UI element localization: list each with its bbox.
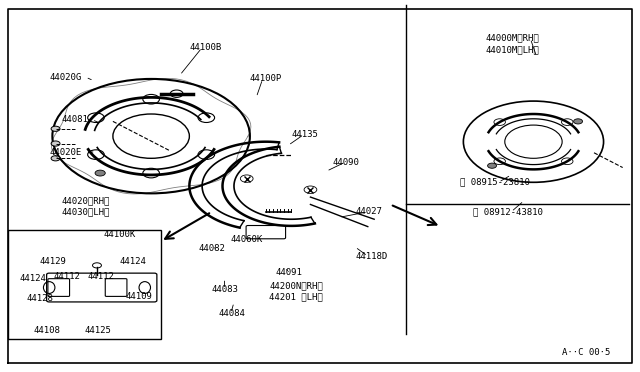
Circle shape xyxy=(51,126,60,131)
Text: 44124: 44124 xyxy=(119,257,146,266)
Text: 44118D: 44118D xyxy=(355,251,387,261)
Text: Ⓝ 08912-43810: Ⓝ 08912-43810 xyxy=(473,207,543,217)
Text: 44020G: 44020G xyxy=(49,73,81,81)
Text: 44129: 44129 xyxy=(40,257,67,266)
Text: Ⓟ 08915-23810: Ⓟ 08915-23810 xyxy=(460,178,530,187)
Circle shape xyxy=(51,141,60,146)
Text: 44081: 44081 xyxy=(62,115,89,124)
Text: A··C 00·5: A··C 00·5 xyxy=(562,349,611,357)
Text: 44000M〈RH〉: 44000M〈RH〉 xyxy=(486,34,540,43)
Text: 44027: 44027 xyxy=(355,207,382,217)
Text: 44112: 44112 xyxy=(54,272,81,281)
Circle shape xyxy=(51,156,60,161)
Circle shape xyxy=(573,119,582,124)
Text: 44108: 44108 xyxy=(33,326,60,335)
Circle shape xyxy=(95,170,105,176)
Text: 44010M〈LH〉: 44010M〈LH〉 xyxy=(486,45,540,54)
Text: 44135: 44135 xyxy=(291,130,318,139)
Text: 44200N〈RH〉: 44200N〈RH〉 xyxy=(269,281,323,290)
Text: 44124: 44124 xyxy=(19,274,46,283)
Text: 44128: 44128 xyxy=(27,294,54,303)
Text: 44125: 44125 xyxy=(84,326,111,335)
Text: 44100B: 44100B xyxy=(189,43,221,52)
Text: 44020E: 44020E xyxy=(49,148,81,157)
Circle shape xyxy=(488,163,497,168)
Text: 44020〈RH〉: 44020〈RH〉 xyxy=(62,196,110,205)
Text: 44030〈LH〉: 44030〈LH〉 xyxy=(62,207,110,217)
Text: 44083: 44083 xyxy=(212,285,239,294)
Text: 44060K: 44060K xyxy=(231,235,263,244)
Text: 44084: 44084 xyxy=(218,309,245,318)
Text: 44100K: 44100K xyxy=(103,230,136,239)
Text: 44112: 44112 xyxy=(88,272,115,281)
Text: 44100P: 44100P xyxy=(250,74,282,83)
Text: 44090: 44090 xyxy=(333,157,360,167)
Text: 44109: 44109 xyxy=(125,292,152,301)
Text: 44091: 44091 xyxy=(275,268,302,277)
Text: 44201 〈LH〉: 44201 〈LH〉 xyxy=(269,292,323,301)
Text: 44082: 44082 xyxy=(199,244,226,253)
